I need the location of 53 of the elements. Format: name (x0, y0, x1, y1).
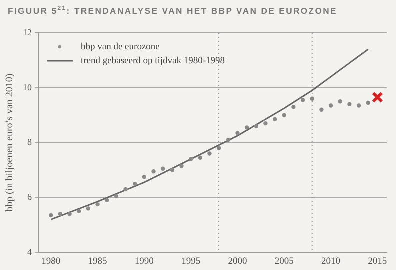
point (58, 212, 63, 216)
point (77, 209, 82, 214)
point (328, 104, 334, 108)
point (124, 187, 128, 192)
y-axis-title: bbp (in biljoenen euro’s van 2010) (4, 74, 16, 212)
chart-title: FIGUUR 5$^{21}$: TRENDANALYSE VAN HET BBP VAN DE EUROZONE (8, 6, 338, 16)
point (180, 164, 184, 168)
y-tick-label: 8 (28, 137, 32, 148)
point (105, 198, 110, 203)
y-tick-label: 12 (23, 27, 32, 38)
point (236, 131, 240, 136)
point (86, 206, 91, 211)
point (282, 113, 286, 118)
point (142, 175, 147, 180)
point (152, 170, 156, 174)
x-tick-label: 2005 (274, 256, 294, 267)
x-tick-label: 1990 (134, 256, 154, 267)
legend-label: trend gebaseerd op tijdvak 1980-1998 (81, 56, 226, 66)
point (338, 100, 342, 104)
y-tick-label: 10 (23, 82, 32, 92)
point (372, 92, 384, 104)
point (292, 105, 296, 110)
point (272, 117, 278, 122)
point (96, 202, 100, 207)
point (68, 212, 72, 216)
point (254, 124, 258, 128)
x-tick-label: 2015 (368, 256, 388, 267)
point (348, 102, 352, 106)
point (264, 121, 268, 126)
point (198, 156, 203, 160)
point (356, 104, 362, 108)
y-tick-label: 6 (28, 192, 32, 202)
point (49, 213, 54, 218)
x-tick-label: 1985 (88, 256, 108, 267)
point (160, 166, 166, 171)
x-tick-label: 1980 (42, 256, 61, 267)
point (300, 98, 306, 102)
point (114, 194, 119, 198)
point (132, 182, 138, 186)
point (244, 126, 250, 130)
x-tick-label: 2010 (322, 256, 341, 267)
point (208, 152, 212, 156)
point (320, 108, 324, 112)
point (226, 138, 230, 142)
point (188, 157, 194, 162)
point (310, 96, 314, 101)
legend-label: bbp van de eurozone (81, 42, 160, 52)
point (366, 100, 370, 106)
x-tick-label: 2000 (228, 256, 248, 267)
point (170, 168, 175, 172)
x-tick-label: 1995 (182, 256, 201, 267)
point (216, 146, 222, 150)
y-tick-label: 4 (28, 246, 32, 257)
